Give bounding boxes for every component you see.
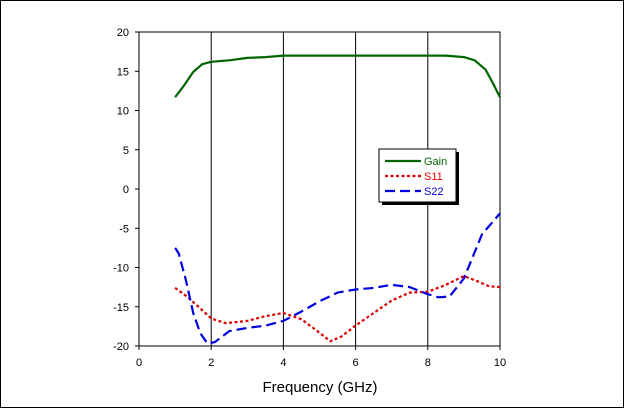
data-point-s11 <box>283 312 285 314</box>
legend-label-s11: S11 <box>424 171 443 183</box>
y-tick-label: -10 <box>113 263 129 275</box>
data-point-s11 <box>196 304 198 306</box>
data-point-s22 <box>265 325 267 327</box>
data-point-s22 <box>427 293 429 295</box>
data-point-s22 <box>185 279 187 281</box>
data-point-s22 <box>373 287 375 289</box>
data-point-s22 <box>319 300 321 302</box>
data-point-gain <box>247 57 249 59</box>
data-point-s22 <box>192 312 194 314</box>
y-tick-label: -20 <box>113 341 129 353</box>
data-point-s22 <box>438 297 440 299</box>
data-point-s11 <box>499 286 501 288</box>
data-point-s11 <box>210 318 212 320</box>
data-point-s22 <box>499 213 501 215</box>
data-point-s11 <box>247 320 249 322</box>
data-point-s22 <box>391 284 393 286</box>
data-point-s22 <box>174 247 176 249</box>
x-tick-label: 10 <box>494 357 506 369</box>
data-point-s11 <box>474 279 476 281</box>
series-layer <box>174 54 501 345</box>
data-point-s22 <box>355 289 357 291</box>
data-point-s11 <box>301 319 303 321</box>
data-point-gain <box>265 56 267 58</box>
data-point-gain <box>485 69 487 71</box>
y-tick-label: 0 <box>123 184 129 196</box>
x-axis-label: Frequency (GHz) <box>262 379 377 396</box>
data-point-s22 <box>283 320 285 322</box>
data-point-gain <box>192 71 194 73</box>
data-point-s11 <box>225 322 227 324</box>
series-line-s11 <box>174 275 501 343</box>
data-point-s22 <box>449 296 451 298</box>
data-point-gain <box>174 96 176 98</box>
data-point-s22 <box>207 343 209 345</box>
y-tick-label: 20 <box>117 27 129 39</box>
legend: Gain S11 S22 <box>378 148 459 205</box>
x-tick-label: 2 <box>208 357 214 369</box>
data-point-s11 <box>174 287 176 289</box>
data-point-gain <box>409 55 411 57</box>
data-point-gain <box>301 55 303 57</box>
data-point-s22 <box>214 341 216 343</box>
y-tick-label: -15 <box>113 302 129 314</box>
data-point-gain <box>319 55 321 57</box>
axis-layer: 20 15 10 5 0 -5 -10 -15 -20 0 2 4 6 8 10 <box>113 27 506 369</box>
data-point-gain <box>183 85 185 87</box>
data-point-gain <box>499 96 501 98</box>
x-tick-label: 8 <box>425 357 431 369</box>
data-point-s22 <box>228 330 230 332</box>
data-point-s11 <box>355 325 357 327</box>
data-point-s22 <box>409 286 411 288</box>
y-tick-label: 10 <box>117 106 129 118</box>
x-tick-label: 6 <box>353 357 359 369</box>
data-point-gain <box>445 55 447 57</box>
data-point-s11 <box>391 300 393 302</box>
data-point-gain <box>474 59 476 61</box>
data-point-s22 <box>481 234 483 236</box>
data-point-gain <box>373 55 375 57</box>
legend-label-s22: S22 <box>424 186 444 198</box>
data-point-gain <box>427 55 429 57</box>
data-point-gain <box>492 82 494 84</box>
data-point-s11 <box>265 315 267 317</box>
data-point-gain <box>337 55 339 57</box>
x-tick-label: 4 <box>280 357 286 369</box>
data-point-gain <box>355 55 357 57</box>
y-tick-label: -5 <box>119 223 129 235</box>
data-point-s11 <box>330 340 332 342</box>
data-point-gain <box>201 63 203 65</box>
y-tick-label: 5 <box>123 145 129 157</box>
data-point-s22 <box>337 292 339 294</box>
data-point-s22 <box>200 333 202 335</box>
data-point-gain <box>228 59 230 61</box>
data-point-s11 <box>373 312 375 314</box>
data-point-s22 <box>178 253 180 255</box>
series-line-s22 <box>174 212 501 345</box>
legend-label-gain: Gain <box>424 156 447 168</box>
data-point-s22 <box>301 311 303 313</box>
data-point-s11 <box>445 284 447 286</box>
data-point-s11 <box>185 295 187 297</box>
data-point-s11 <box>319 332 321 334</box>
data-point-gain <box>210 61 212 63</box>
data-point-s22 <box>463 278 465 280</box>
data-point-gain <box>463 56 465 58</box>
series-line-gain <box>174 54 501 98</box>
data-point-s11 <box>409 292 411 294</box>
data-point-gain <box>391 55 393 57</box>
data-point-s22 <box>247 327 249 329</box>
y-tick-label: 15 <box>117 66 129 78</box>
data-point-s11 <box>488 286 490 288</box>
data-point-gain <box>283 55 285 57</box>
data-point-s11 <box>427 291 429 293</box>
data-point-s11 <box>340 336 342 338</box>
x-tick-label: 0 <box>136 357 142 369</box>
